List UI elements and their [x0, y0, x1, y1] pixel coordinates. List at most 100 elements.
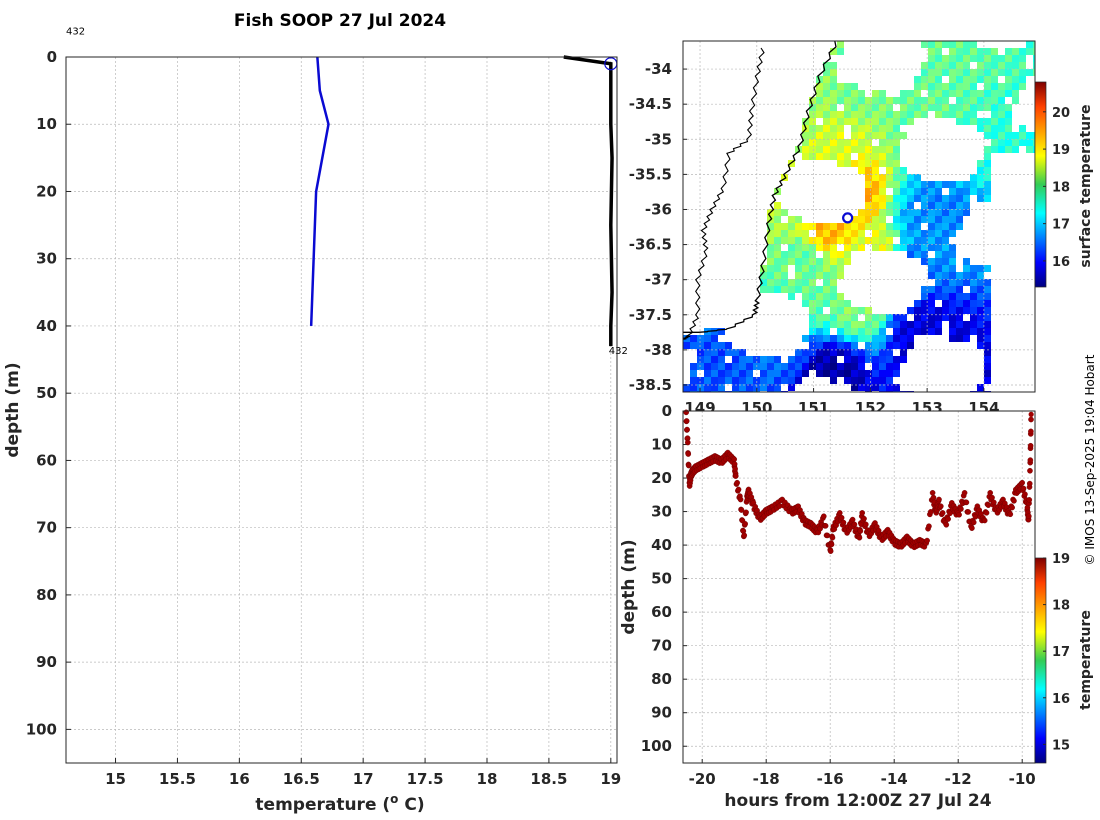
sst-pixel	[858, 104, 865, 111]
sst-pixel	[809, 307, 816, 314]
timeseries-y-tick-label: 90	[651, 704, 672, 722]
sst-pixel	[886, 370, 893, 377]
sst-pixel	[851, 335, 858, 342]
sst-pixel	[879, 335, 886, 342]
sst-pixel	[844, 363, 851, 370]
sst-pixel	[872, 349, 879, 356]
sst-pixel	[795, 279, 802, 286]
sst-pixel	[893, 202, 900, 209]
sst-pixel	[956, 321, 963, 328]
sst-pixel	[830, 314, 837, 321]
sst-pixel	[809, 342, 816, 349]
sst-pixel	[928, 62, 935, 69]
sst-pixel	[949, 76, 956, 83]
sst-pixel	[788, 258, 795, 265]
depth-point	[936, 496, 942, 503]
sst-pixel	[830, 62, 837, 69]
sst-pixel	[816, 125, 823, 132]
sst-pixel	[879, 118, 886, 125]
timeseries-x-tick-label: -10	[1009, 770, 1036, 788]
sst-pixel	[781, 265, 788, 272]
sst-pixel	[844, 244, 851, 251]
sst-pixel	[977, 279, 984, 286]
sst-pixel	[900, 132, 907, 139]
sst-pixel	[1033, 41, 1035, 48]
sst-pixel	[984, 146, 991, 153]
sst-pixel	[886, 181, 893, 188]
sst-pixel	[921, 328, 928, 335]
sst-pixel	[928, 83, 935, 90]
sst-pixel	[949, 195, 956, 202]
sst-pixel	[837, 314, 844, 321]
sst-pixel	[851, 237, 858, 244]
sst-pixel	[879, 314, 886, 321]
sst-pixel	[879, 384, 886, 391]
sst-pixel	[879, 321, 886, 328]
sst-pixel	[837, 90, 844, 97]
sst-pixel	[823, 314, 830, 321]
sst-pixel	[795, 363, 802, 370]
sst-pixel	[851, 384, 858, 391]
sst-pixel	[1026, 41, 1033, 48]
sst-pixel	[977, 48, 984, 55]
map-y-tick-label: -38	[645, 341, 672, 359]
sst-pixel	[1012, 97, 1019, 104]
sst-pixel	[886, 153, 893, 160]
sst-pixel	[886, 174, 893, 181]
sst-pixel	[774, 216, 781, 223]
depth-point	[939, 510, 946, 516]
sst-pixel	[872, 174, 879, 181]
sst-pixel	[907, 181, 914, 188]
sst-pixel	[900, 118, 907, 125]
sst-pixel	[851, 314, 858, 321]
profile-x-tick-label: 19	[600, 770, 621, 788]
sst-pixel	[921, 307, 928, 314]
sst-pixel	[935, 83, 942, 90]
sst-pixel	[760, 363, 767, 370]
sst-pixel	[949, 202, 956, 209]
sst-pixel	[893, 384, 900, 391]
sst-pixel	[816, 286, 823, 293]
sst-pixel	[816, 335, 823, 342]
sst-pixel	[872, 167, 879, 174]
sst-pixel	[984, 62, 991, 69]
sst-pixel	[935, 90, 942, 97]
sst-pixel	[872, 216, 879, 223]
sst-pixel	[935, 272, 942, 279]
depth-point	[969, 525, 975, 531]
depth-point	[991, 499, 997, 506]
sst-pixel	[858, 356, 865, 363]
sst-pixel	[858, 90, 865, 97]
depth-point	[1007, 511, 1014, 518]
sst-pixel	[921, 314, 928, 321]
sst-pixel	[935, 209, 942, 216]
sst-pixel	[795, 251, 802, 258]
sst-pixel	[1033, 48, 1035, 55]
sst-pixel	[921, 97, 928, 104]
sst-pixel	[984, 132, 991, 139]
sst-pixel	[1012, 48, 1019, 55]
sst-pixel	[816, 139, 823, 146]
sst-pixel	[942, 195, 949, 202]
map-y-tick-label: -38.5	[629, 376, 672, 394]
sst-pixel	[949, 69, 956, 76]
sst-pixel	[739, 370, 746, 377]
sst-pixel	[1012, 69, 1019, 76]
sst-pixel	[935, 223, 942, 230]
sst-pixel	[893, 342, 900, 349]
sst-pixel	[935, 76, 942, 83]
sst-pixel	[830, 272, 837, 279]
timeseries-y-tick-label: 50	[651, 570, 672, 588]
sst-pixel	[963, 265, 970, 272]
sst-pixel	[865, 370, 872, 377]
sst-pixel	[956, 83, 963, 90]
sst-pixel	[1019, 139, 1026, 146]
sst-pixel	[816, 363, 823, 370]
map-y-tick-label: -36.5	[629, 236, 672, 254]
map-colorbar-label: surface temperature	[1078, 104, 1094, 267]
sst-pixel	[837, 160, 844, 167]
sst-pixel	[865, 160, 872, 167]
sst-pixel	[984, 342, 991, 349]
sst-pixel	[921, 251, 928, 258]
sst-pixel	[837, 300, 844, 307]
